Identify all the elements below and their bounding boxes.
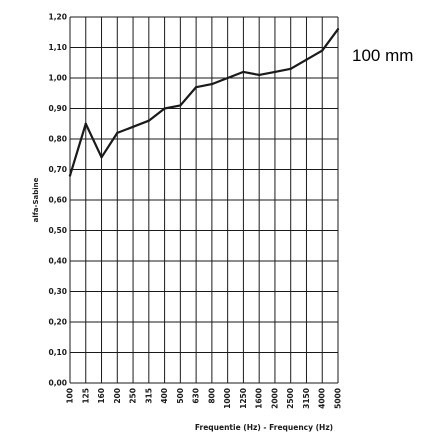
x-tick-label: 250 <box>129 388 138 404</box>
data-point <box>163 107 166 110</box>
y-tick-label: 0,60 <box>48 196 67 205</box>
y-tick-label: 0,10 <box>48 348 67 357</box>
x-tick-label: 5000 <box>334 388 343 409</box>
data-point <box>273 70 277 73</box>
y-tick-labels: 0,00 0,10 0,20 0,30 0,40 0,50 0,60 0,70 0,80 0,90… <box>48 13 67 388</box>
series-line <box>68 28 340 177</box>
x-tick-label: 315 <box>144 388 153 404</box>
x-tick-label: 400 <box>160 388 169 404</box>
x-tick-labels: 100 125 160 200 250 315 400 500 630 800 1000 1250 16… <box>66 388 343 409</box>
x-tick-label: 630 <box>192 388 201 404</box>
thickness-annotation: 100 mm <box>352 46 414 65</box>
data-point <box>116 131 119 134</box>
x-tick-label: 500 <box>176 388 185 404</box>
x-tick-label: 200 <box>113 388 122 404</box>
data-point <box>336 28 340 31</box>
y-tick-label: 0,20 <box>48 318 67 327</box>
y-tick-label: 1,00 <box>48 74 67 83</box>
data-point <box>258 73 261 77</box>
y-tick-label: 1,20 <box>48 13 67 22</box>
y-tick-label: 0,50 <box>48 226 67 235</box>
data-point <box>147 119 150 122</box>
data-point <box>321 49 324 52</box>
y-tick-label: 1,10 <box>48 43 67 52</box>
y-tick-label: 0,00 <box>48 379 67 388</box>
data-point <box>179 104 182 107</box>
y-axis-label: alfa-Sabine <box>32 177 40 222</box>
grid <box>69 16 339 384</box>
x-tick-label: 2000 <box>270 388 279 409</box>
y-tick-label: 0,90 <box>48 104 67 113</box>
data-point <box>100 156 103 159</box>
x-tick-label: 3150 <box>302 388 311 409</box>
x-tick-label: 1250 <box>239 388 248 409</box>
data-point <box>226 76 229 80</box>
data-point <box>289 67 292 70</box>
x-tick-label: 125 <box>81 388 90 404</box>
data-point <box>242 70 245 73</box>
data-point <box>68 174 72 177</box>
x-tick-label: 160 <box>97 388 106 404</box>
data-point <box>305 58 308 61</box>
x-tick-label: 100 <box>66 388 75 404</box>
data-point <box>210 83 213 86</box>
x-tick-label: 800 <box>207 388 216 404</box>
data-point <box>84 122 87 125</box>
series-layer <box>68 28 340 177</box>
data-point <box>131 125 135 128</box>
y-tick-label: 0,70 <box>48 165 67 174</box>
y-tick-label: 0,40 <box>48 257 67 266</box>
x-tick-label: 1600 <box>255 388 264 409</box>
x-tick-label: 1000 <box>223 388 232 409</box>
y-tick-label: 0,80 <box>48 135 67 144</box>
y-tick-label: 0,30 <box>48 287 67 296</box>
data-point <box>195 86 198 89</box>
x-tick-label: 4000 <box>318 388 327 409</box>
x-axis-label: Frequentie (Hz) - Frequency (Hz) <box>195 423 333 432</box>
x-tick-label: 2500 <box>286 388 295 409</box>
